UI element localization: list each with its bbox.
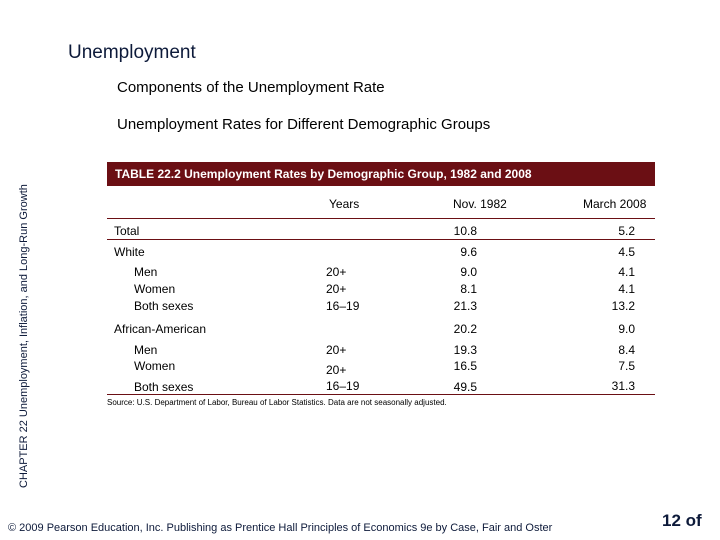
slide-title: Unemployment — [68, 42, 196, 63]
cell-aa-men-years: 20+ — [326, 343, 347, 357]
row-label-african-american: African-American — [114, 322, 207, 336]
total-rule — [107, 239, 655, 240]
cell-white-men-years: 20+ — [326, 265, 347, 279]
bottom-rule — [107, 394, 655, 395]
cell-aa-women-years: 20+ — [326, 363, 347, 377]
page-indicator: 12 of — [662, 511, 702, 530]
cell-aa-women-mar2008: 7.5 — [618, 359, 635, 373]
slide-subtitle: Components of the Unemployment Rate — [117, 79, 385, 96]
column-header-march-2008: March 2008 — [583, 197, 647, 211]
row-label-white-men: Men — [134, 265, 158, 279]
cell-white-women-mar2008: 4.1 — [618, 282, 635, 296]
row-label-white-women: Women — [134, 282, 176, 296]
table-source-note: Source: U.S. Department of Labor, Bureau… — [107, 398, 447, 407]
cell-aa-mar2008: 9.0 — [618, 322, 635, 336]
cell-white-women-years: 20+ — [326, 282, 347, 296]
cell-white-men-mar2008: 4.1 — [618, 265, 635, 279]
row-label-aa-both: Both sexes — [134, 380, 194, 394]
cell-aa-men-nov1982: 19.3 — [453, 343, 477, 357]
row-label-total: Total — [114, 224, 140, 238]
cell-total-nov1982: 10.8 — [453, 224, 477, 238]
cell-white-both-nov1982: 21.3 — [453, 299, 477, 313]
header-rule — [107, 218, 655, 219]
column-header-years: Years — [329, 197, 360, 211]
row-label-white-both: Both sexes — [134, 299, 194, 313]
cell-aa-both-nov1982: 49.5 — [453, 380, 477, 394]
cell-white-both-mar2008: 13.2 — [611, 299, 635, 313]
chapter-sidebar: CHAPTER 22 Unemployment, Inflation, and … — [18, 184, 30, 488]
footer-copyright: © 2009 Pearson Education, Inc. Publishin… — [8, 522, 553, 534]
row-label-aa-women: Women — [134, 359, 176, 373]
cell-white-mar2008: 4.5 — [618, 245, 635, 259]
cell-aa-both-mar2008: 31.3 — [611, 379, 635, 393]
cell-aa-nov1982: 20.2 — [453, 322, 477, 336]
cell-aa-women-nov1982: 16.5 — [453, 359, 477, 373]
cell-total-mar2008: 5.2 — [618, 224, 635, 238]
slide-subheading: Unemployment Rates for Different Demogra… — [117, 116, 491, 133]
cell-white-women-nov1982: 8.1 — [460, 282, 477, 296]
table-caption: TABLE 22.2 Unemployment Rates by Demogra… — [107, 162, 655, 186]
cell-white-men-nov1982: 9.0 — [460, 265, 477, 279]
cell-aa-both-years: 16–19 — [326, 379, 360, 393]
row-label-aa-men: Men — [134, 343, 158, 357]
cell-white-both-years: 16–19 — [326, 299, 360, 313]
cell-white-nov1982: 9.6 — [460, 245, 477, 259]
cell-aa-men-mar2008: 8.4 — [618, 343, 635, 357]
row-label-white: White — [114, 245, 145, 259]
column-header-nov-1982: Nov. 1982 — [453, 197, 507, 211]
